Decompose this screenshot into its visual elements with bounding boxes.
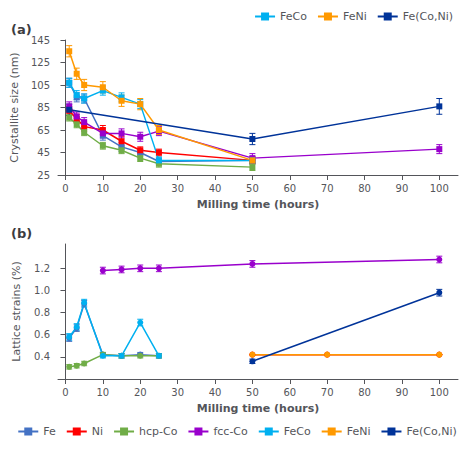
svg-text:FeCo: FeCo [280,10,307,23]
svg-text:50: 50 [246,183,259,194]
svg-text:60: 60 [283,183,296,194]
svg-text:40: 40 [209,183,222,194]
svg-text:100: 100 [430,387,449,398]
svg-text:50: 50 [246,387,259,398]
svg-text:fcc-Co: fcc-Co [213,425,248,438]
svg-text:Crystallite size (nm): Crystallite size (nm) [8,52,21,162]
svg-text:1.2: 1.2 [34,263,50,274]
svg-text:30: 30 [171,387,184,398]
svg-text:85: 85 [37,102,50,113]
svg-text:70: 70 [321,183,334,194]
svg-text:70: 70 [321,387,334,398]
svg-text:FeCo: FeCo [284,425,311,438]
svg-text:145: 145 [31,35,50,46]
svg-text:0.4: 0.4 [34,351,50,362]
svg-text:90: 90 [396,387,409,398]
svg-text:1.0: 1.0 [34,285,50,296]
svg-text:FeNi: FeNi [343,10,367,23]
svg-text:125: 125 [31,57,50,68]
svg-text:FeNi: FeNi [347,425,371,438]
svg-text:Milling time (hours): Milling time (hours) [197,198,320,211]
svg-text:Fe(Co,Ni): Fe(Co,Ni) [403,10,453,23]
svg-text:10: 10 [96,183,109,194]
svg-text:80: 80 [358,387,371,398]
svg-text:0: 0 [62,387,68,398]
svg-text:10: 10 [96,387,109,398]
svg-text:45: 45 [37,147,50,158]
svg-text:Fe: Fe [43,425,56,438]
svg-text:20: 20 [134,387,147,398]
svg-text:Lattice strains (%): Lattice strains (%) [10,261,23,361]
svg-text:(b): (b) [11,226,32,241]
svg-text:0.8: 0.8 [34,307,50,318]
svg-text:(a): (a) [11,22,32,37]
svg-text:100: 100 [430,183,449,194]
svg-text:105: 105 [31,80,50,91]
svg-text:40: 40 [209,387,222,398]
svg-text:20: 20 [134,183,147,194]
svg-text:0.6: 0.6 [34,329,50,340]
svg-text:30: 30 [171,183,184,194]
svg-text:90: 90 [396,183,409,194]
svg-text:65: 65 [37,125,50,136]
svg-text:hcp-Co: hcp-Co [139,425,178,438]
svg-text:Milling time (hours): Milling time (hours) [197,402,320,415]
svg-text:60: 60 [283,387,296,398]
svg-text:0: 0 [62,183,68,194]
svg-text:Fe(Co,Ni): Fe(Co,Ni) [406,425,456,438]
svg-text:25: 25 [37,170,50,181]
svg-text:Ni: Ni [92,425,103,438]
svg-text:80: 80 [358,183,371,194]
